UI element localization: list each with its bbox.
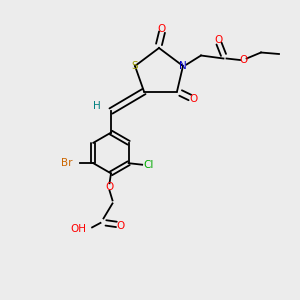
Text: O: O [215, 35, 223, 45]
Text: O: O [189, 94, 198, 104]
Text: O: O [105, 182, 114, 192]
Text: Cl: Cl [143, 160, 153, 170]
Text: O: O [239, 55, 247, 65]
Text: OH: OH [70, 224, 86, 234]
Text: S: S [132, 61, 138, 71]
Text: N: N [179, 61, 187, 71]
Text: Br: Br [61, 158, 72, 168]
Text: H: H [93, 100, 101, 111]
Text: O: O [116, 221, 124, 231]
Text: O: O [158, 23, 166, 34]
